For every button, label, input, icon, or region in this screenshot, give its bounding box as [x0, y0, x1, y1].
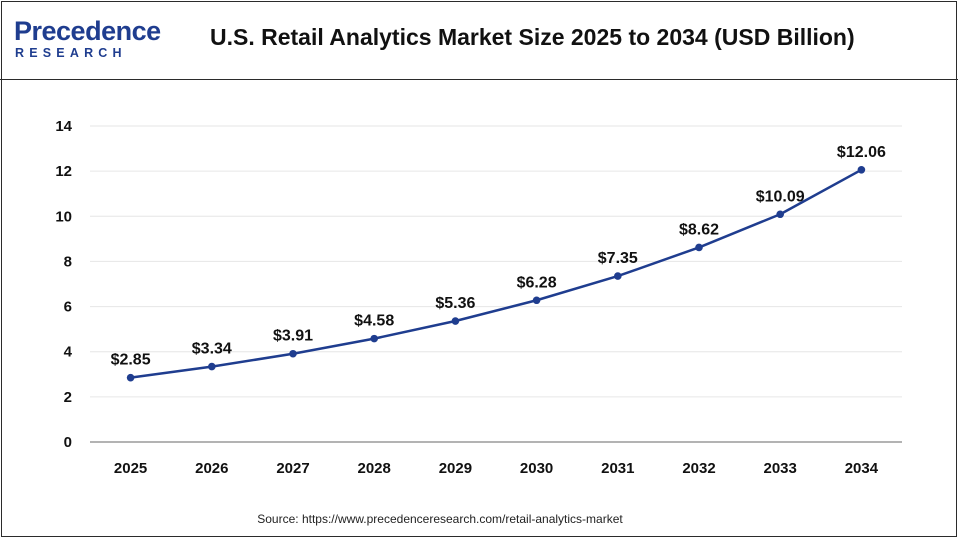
data-label: $2.85 [111, 352, 151, 369]
header: Precedence RESEARCH U.S. Retail Analytic… [0, 0, 958, 80]
x-tick-label: 2027 [276, 460, 309, 477]
data-point [614, 272, 622, 280]
y-tick-label: 14 [55, 118, 72, 135]
data-point [532, 296, 541, 305]
data-label: $4.58 [354, 313, 394, 330]
y-tick-label: 12 [55, 163, 72, 180]
data-point [289, 349, 297, 358]
data-point [776, 210, 784, 219]
x-tick-label: 2025 [114, 460, 147, 477]
line-chart: 0 2 4 6 8 10 12 14 2025 2026 2027 2028 2029 2030 2031… [55, 118, 902, 477]
data-label: $6.28 [517, 274, 557, 291]
data-points [126, 165, 866, 382]
grid-lines [90, 125, 902, 443]
data-labels: $2.85 $3.34 $3.91 $4.58 $5.36 $6.28 $7.35 $8.62… [111, 144, 886, 369]
x-tick-label: 2026 [195, 460, 228, 477]
series-line [130, 168, 863, 379]
x-tick-label: 2031 [601, 460, 634, 477]
x-tick-label: 2033 [764, 460, 797, 477]
logo-wordmark: Precedence [14, 16, 161, 47]
chart-title: U.S. Retail Analytics Market Size 2025 t… [210, 24, 855, 50]
y-tick-label: 6 [64, 299, 72, 316]
data-label: $3.91 [273, 328, 313, 345]
series-line-path [130, 168, 863, 379]
y-tick-label: 4 [64, 344, 73, 361]
data-label: $5.36 [435, 295, 475, 312]
logo-word: recedence [31, 16, 162, 46]
x-tick-label: 2029 [439, 460, 472, 477]
data-point [208, 362, 216, 371]
y-tick-label: 0 [64, 434, 72, 451]
y-tick-label: 10 [55, 208, 72, 225]
source-note: Source: https://www.precedenceresearch.c… [257, 512, 623, 526]
x-tick-label: 2034 [845, 460, 879, 477]
x-tick-label: 2028 [358, 460, 391, 477]
data-point [857, 165, 866, 174]
data-point [126, 373, 135, 382]
x-axis-ticks: 2025 2026 2027 2028 2029 2030 2031 2032 2033 2034 [114, 460, 879, 477]
data-label: $7.35 [598, 250, 638, 267]
data-label: $3.34 [192, 341, 232, 358]
data-point [695, 243, 703, 252]
x-tick-label: 2032 [682, 460, 715, 477]
y-axis-ticks: 0 2 4 6 8 10 12 14 [55, 118, 72, 451]
logo-subtitle: RESEARCH [15, 46, 127, 60]
data-label: $10.09 [756, 188, 805, 205]
logo-initial: P [14, 16, 32, 46]
y-tick-label: 8 [64, 253, 72, 270]
y-tick-label: 2 [64, 389, 72, 406]
x-tick-label: 2030 [520, 460, 553, 477]
data-label: $8.62 [679, 221, 719, 238]
data-point [370, 334, 379, 343]
brand-logo: Precedence RESEARCH [14, 16, 164, 64]
data-point [451, 317, 460, 325]
data-label: $12.06 [837, 144, 886, 161]
